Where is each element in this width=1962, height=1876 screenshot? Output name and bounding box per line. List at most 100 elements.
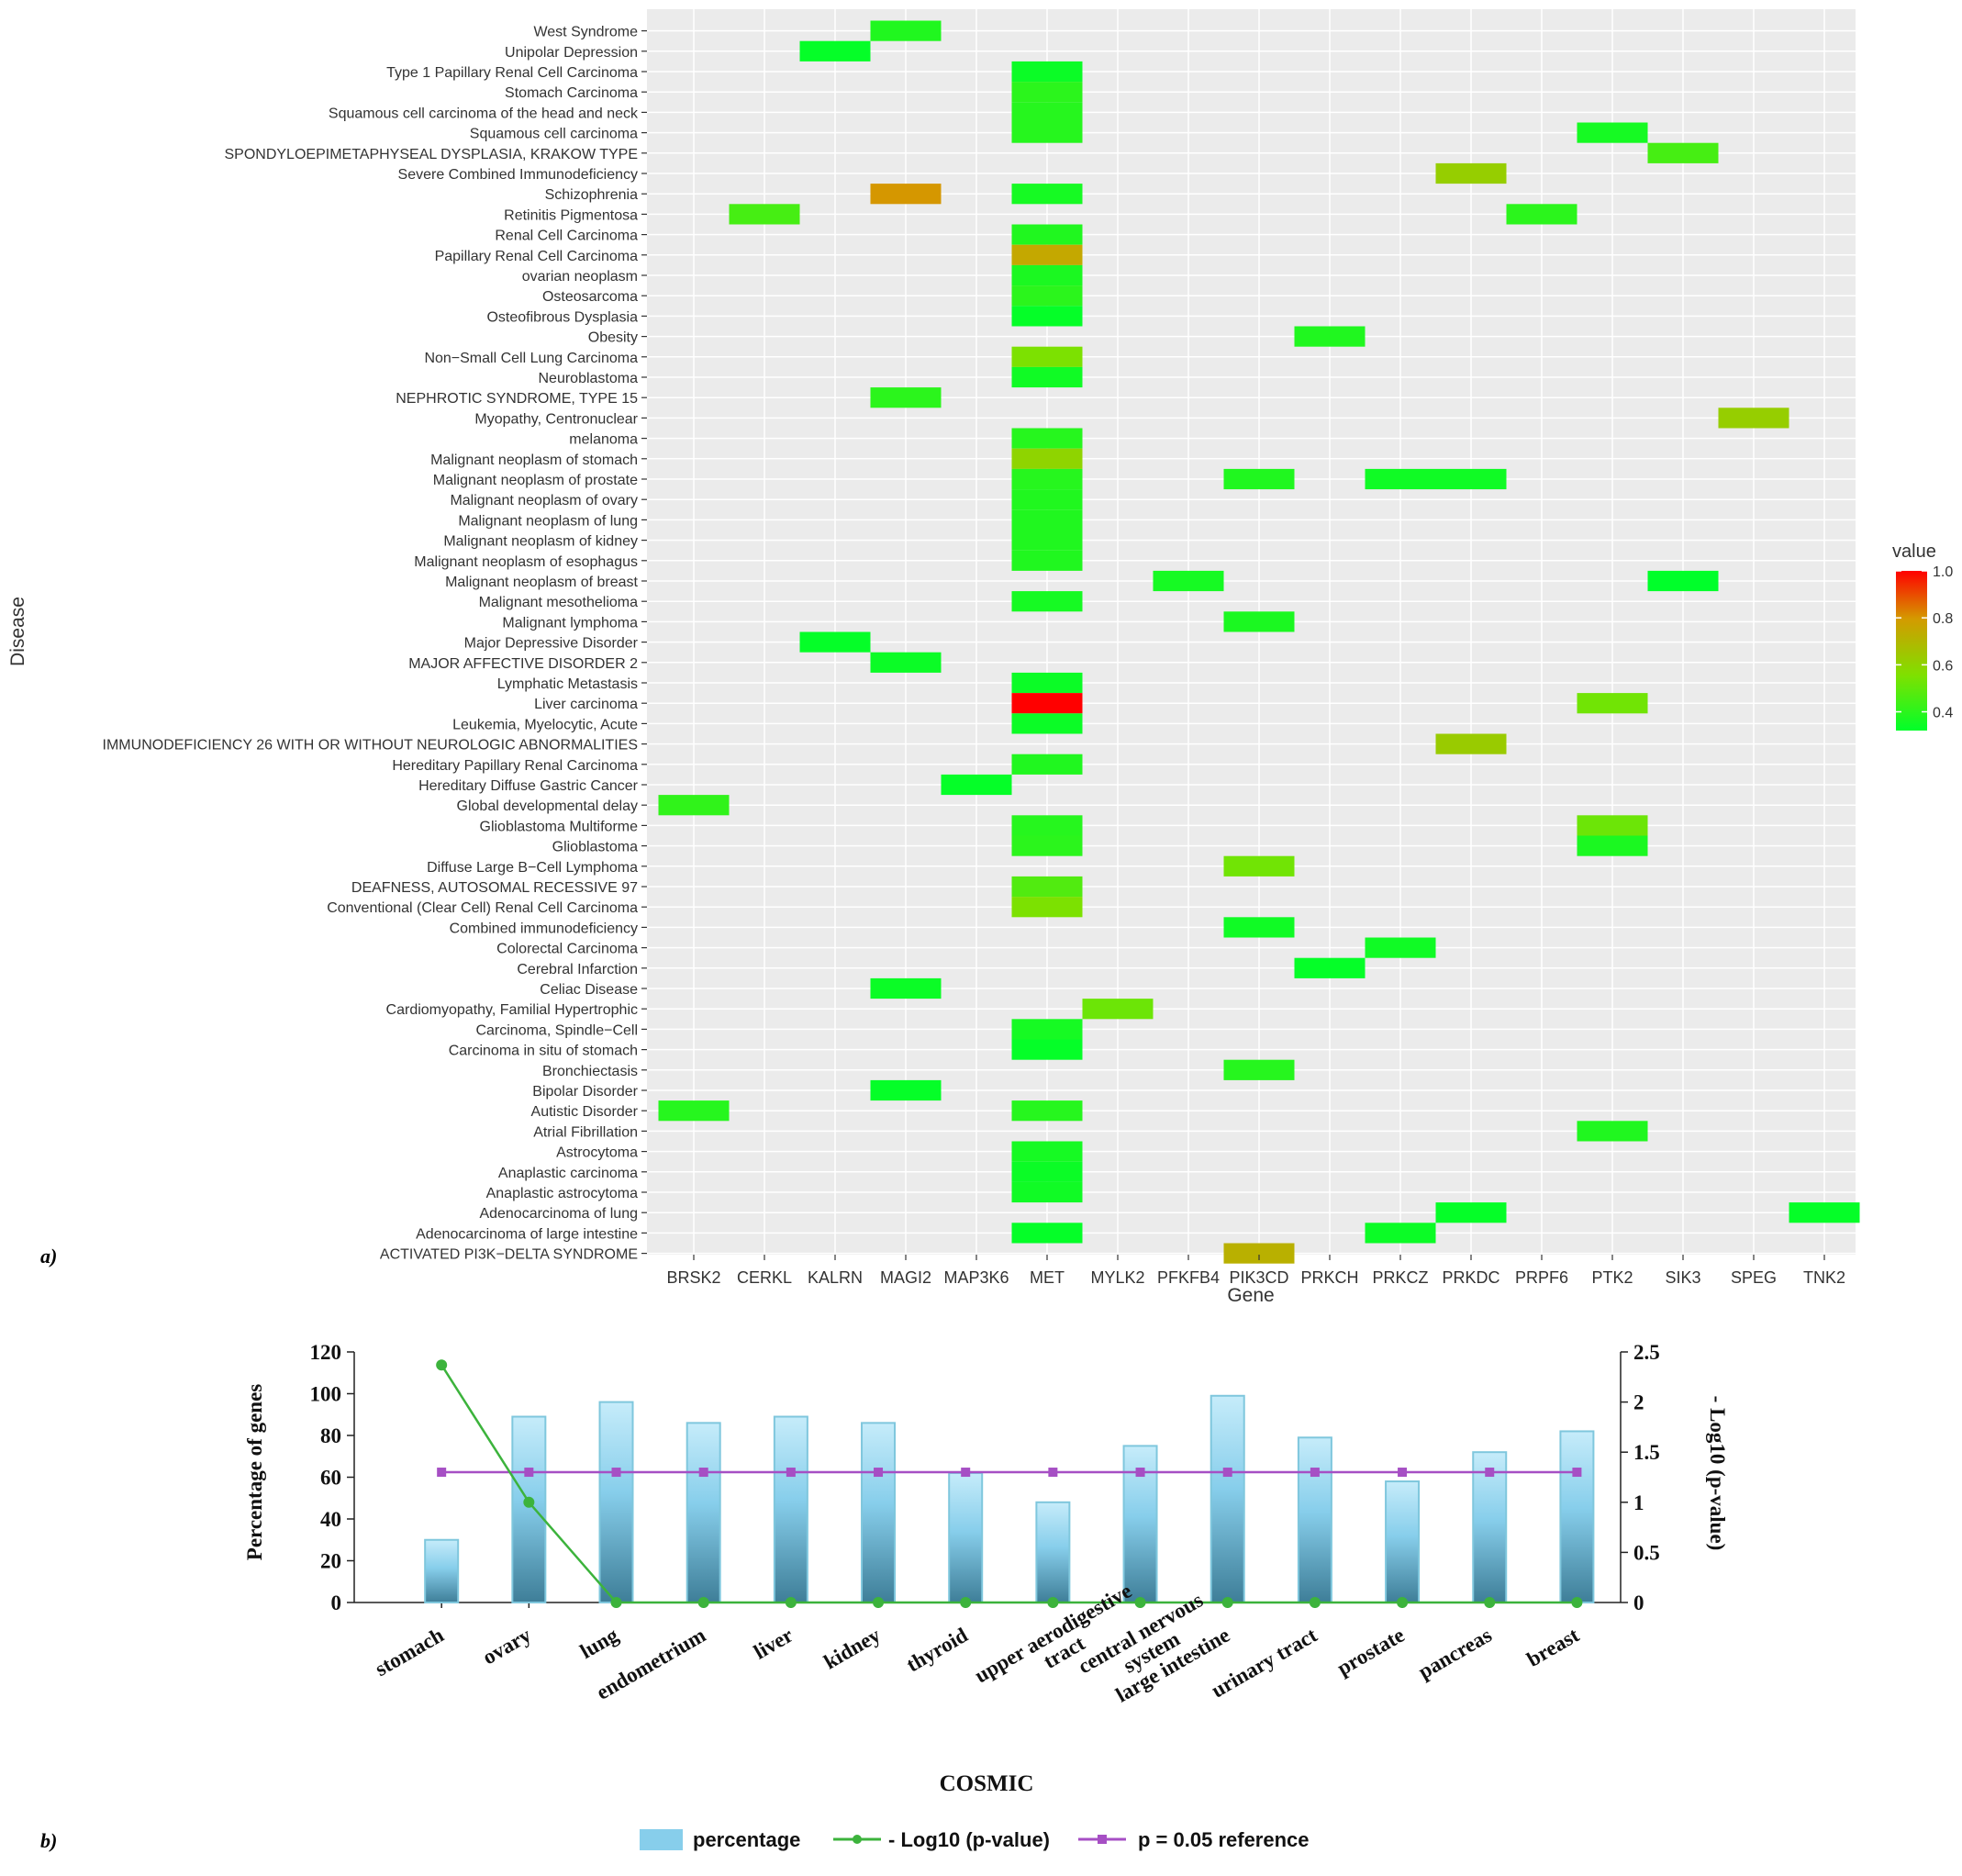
panel-label-a: a) [40,1245,57,1267]
gene-label-prkch: PRKCH [1300,1268,1358,1287]
heatmap-cell-met [1011,672,1083,694]
heatmap-cell-met [1011,489,1083,510]
gene-label-prkdc: PRKDC [1442,1268,1499,1287]
disease-label: Unipolar Depression [505,45,638,61]
heatmap-cell-pik3cd [1223,1059,1295,1080]
disease-label: Global developmental delay [457,798,638,814]
log10-pvalue-point [523,1496,535,1508]
log10-pvalue-point [960,1597,972,1608]
heatmap-cell-pik3cd [1223,1243,1295,1264]
heatmap-cell-met [1011,509,1083,530]
reference-point [786,1468,796,1478]
disease-label: Malignant neoplasm of breast [445,575,638,590]
heatmap-cell-map3k6 [941,774,1012,796]
heatmap-cell-met [1011,1019,1083,1040]
left-axis-tick-label: 80 [320,1424,341,1447]
disease-label: Retinitis Pigmentosa [504,207,638,223]
disease-label: Renal Cell Carcinoma [495,229,638,244]
disease-label: Anaplastic carcinoma [498,1166,638,1181]
disease-label: melanoma [569,432,638,448]
cosmic-lines [436,1359,1583,1608]
gene-label-ptk2: PTK2 [1591,1268,1633,1287]
heatmap-cell-met [1011,713,1083,734]
heatmap-cell-met [1011,815,1083,836]
heatmap-cell-met [1011,835,1083,856]
disease-label: Cardiomyopathy, Familial Hypertrophic [386,1002,638,1018]
heatmap-cell-prkcz [1365,937,1436,958]
disease-label: Bronchiectasis [542,1064,638,1079]
disease-label: Atrial Fibrillation [533,1124,638,1140]
heatmap-cell-met [1011,224,1083,245]
cosmic-legend: percentage - Log10 (p-value) p = 0.05 re… [640,1828,1310,1851]
disease-label: Autistic Disorder [531,1104,639,1120]
heatmap-cell-prkch [1294,957,1366,978]
disease-label: DEAFNESS, AUTOSOMAL RECESSIVE 97 [351,880,638,896]
heatmap-cell-prkcz [1365,468,1436,490]
disease-label: Malignant mesothelioma [479,595,639,610]
disease-label: Hereditary Papillary Renal Carcinoma [392,758,638,774]
disease-label: SPONDYLOEPIMETAPHYSEAL DYSPLASIA, KRAKOW… [224,147,638,162]
disease-label: ACTIVATED PI3K−DELTA SYNDROME [380,1247,638,1263]
heatmap-cell-met [1011,264,1083,286]
left-axis-tick-label: 100 [310,1383,342,1406]
legend-swatch-percentage [640,1829,683,1850]
log10-pvalue-point [610,1597,622,1608]
heatmap-cell-met [1011,468,1083,490]
heatmap-cell-met [1011,61,1083,83]
disease-label: MAJOR AFFECTIVE DISORDER 2 [408,656,638,672]
left-axis-tick-label: 60 [320,1467,341,1490]
category-label-stomach: stomach [371,1624,447,1681]
heatmap-cell-kalrn [799,631,871,653]
colorbar-tick-label: 0.4 [1933,706,1953,721]
cosmic-axes: 0 20 40 60 80 100 120 0 0.5 1 1.5 2 2.5 [310,1341,1660,1614]
disease-label: Adenocarcinoma of lung [479,1206,638,1222]
bar-thyroid [948,1471,984,1603]
gene-label-speg: SPEG [1731,1268,1777,1287]
heatmap-cell-tnk2 [1789,1202,1860,1223]
heatmap-cell-prkdc [1435,468,1507,490]
right-axis-tick-label: 2.5 [1633,1341,1660,1364]
log10-pvalue-point [873,1597,885,1608]
disease-label: Malignant neoplasm of lung [458,513,638,529]
heatmap-cell-met [1011,102,1083,123]
heatmap-cell-ptk2 [1577,693,1648,714]
colorbar-tick-label: 1.0 [1933,564,1953,580]
heatmap-cell-met [1011,876,1083,898]
disease-label: Osteofibrous Dysplasia [486,309,638,325]
disease-label: IMMUNODEFICIENCY 26 WITH OR WITHOUT NEUR… [103,738,638,754]
right-axis-tick-label: 0.5 [1633,1541,1660,1564]
disease-label: Major Depressive Disorder [464,636,639,652]
heatmap-cell-met [1011,1181,1083,1203]
category-label-pancreas: pancreas [1414,1624,1496,1684]
heatmap-cell-met [1011,366,1083,388]
cosmic-x-axis-title: COSMIC [940,1771,1034,1796]
category-label-line: thyroid [902,1624,971,1677]
disease-label: West Syndrome [533,25,638,40]
heatmap-cell-mylk2 [1082,999,1154,1020]
heatmap-cell-magi2 [870,184,942,205]
disease-label: Adenocarcinoma of large intestine [416,1226,638,1242]
heatmap-gene-labels: BRSK2 CERKL KALRN MAGI2 MAP3K6 MET MYLK2 PFKFB4… [666,1255,1845,1287]
disease-label: ovarian neoplasm [522,269,638,285]
log10-pvalue-point [697,1597,709,1608]
heatmap-cell-brsk2 [658,1100,730,1122]
heatmap-gridlines [647,9,1856,1255]
bar-lung [598,1401,634,1603]
category-label-lung: lung [576,1623,623,1663]
heatmap-x-axis-title: Gene [1227,1285,1274,1306]
disease-label: Diffuse Large B−Cell Lymphoma [427,860,638,876]
heatmap-cell-met [1011,1039,1083,1060]
gene-label-mylk2: MYLK2 [1090,1268,1144,1287]
heatmap-cell-pfkfb4 [1153,570,1224,592]
heatmap-cell-magi2 [870,1079,942,1101]
heatmap-cell-met [1011,244,1083,265]
category-label-liver: liver [750,1624,797,1664]
disease-label: Malignant neoplasm of kidney [443,534,638,550]
log10-pvalue-point [1221,1597,1233,1608]
colorbar-title: value [1892,542,1936,562]
heatmap-disease-labels: West Syndrome Unipolar Depression Type 1 P… [103,25,647,1263]
colorbar-legend: value 1.0 0.8 0.6 0.4 [1892,542,1953,731]
reference-point [437,1468,447,1478]
disease-label: Osteosarcoma [542,289,638,305]
category-label-line: prostate [1333,1624,1409,1681]
